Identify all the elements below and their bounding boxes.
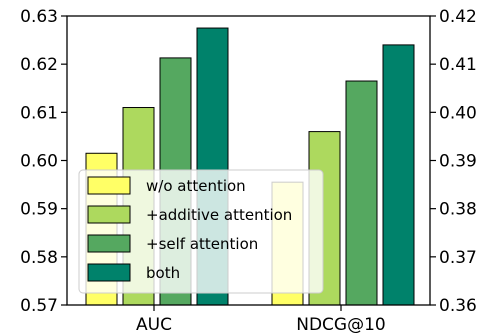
legend-swatch [87, 234, 131, 253]
bar-3-ndcg-10 [345, 80, 378, 306]
left-tick-label: 0.63 [20, 7, 58, 27]
legend-label: +self attention [146, 235, 258, 253]
left-tick-label: 0.58 [20, 248, 58, 268]
x-axis: AUC NDCG@10 [136, 305, 386, 335]
legend-label: +additive attention [146, 206, 292, 224]
left-tick-label: 0.59 [20, 200, 58, 220]
legend-box [78, 169, 324, 294]
right-tick-label: 0.37 [439, 248, 477, 268]
legend-label: both [146, 264, 180, 282]
legend-swatch [87, 263, 131, 282]
left-tick-label: 0.57 [20, 296, 58, 316]
right-axis: 0.36 0.37 0.38 0.39 0.40 0.41 0.42 [430, 7, 477, 316]
legend: w/o attention +additive attention +self at… [78, 169, 324, 294]
x-tick-label: NDCG@10 [296, 315, 385, 335]
legend-swatch [87, 176, 131, 195]
left-axis: 0.57 0.58 0.59 0.60 0.61 0.62 0.63 [20, 7, 67, 316]
right-tick-label: 0.36 [439, 296, 477, 316]
right-tick-label: 0.41 [439, 55, 477, 75]
right-tick-label: 0.38 [439, 200, 477, 220]
left-tick-label: 0.60 [20, 152, 58, 172]
legend-swatch [87, 205, 131, 224]
left-tick-label: 0.62 [20, 55, 58, 75]
right-tick-label: 0.39 [439, 152, 477, 172]
x-tick-label: AUC [136, 315, 172, 335]
legend-label: w/o attention [146, 177, 246, 195]
bar-4-ndcg-10 [382, 44, 415, 306]
right-tick-label: 0.42 [439, 7, 477, 27]
left-tick-label: 0.61 [20, 103, 58, 123]
right-tick-label: 0.40 [439, 103, 477, 123]
